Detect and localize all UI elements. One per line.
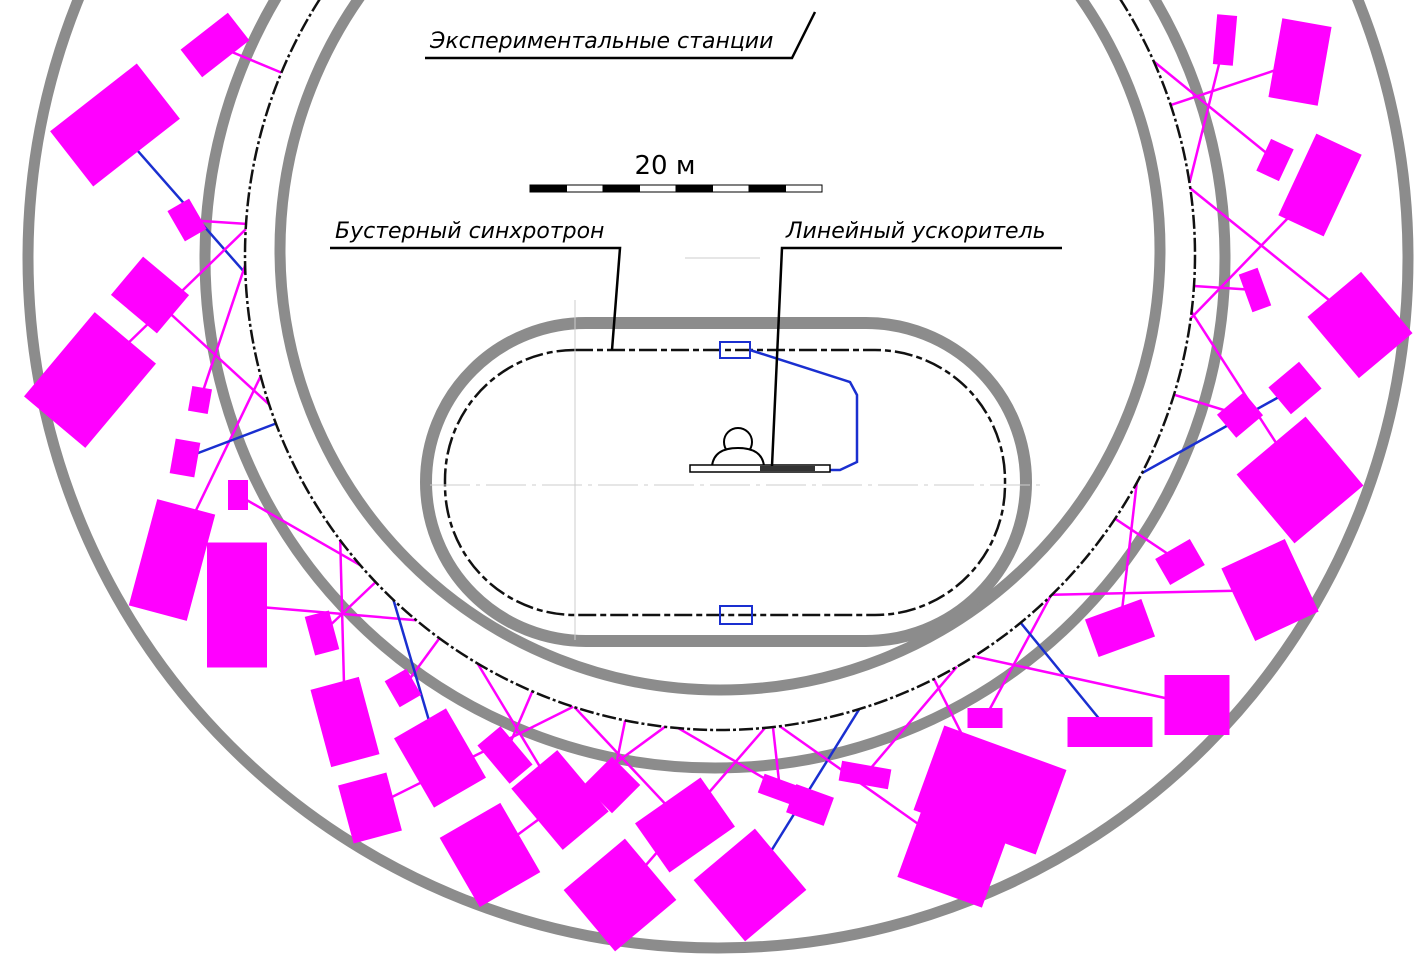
page: 20 м Экспериментальные станции Бустерный…	[0, 0, 1416, 962]
station-box	[228, 480, 248, 510]
scale-segment	[567, 185, 604, 192]
scale-segment	[640, 185, 677, 192]
station-box	[207, 543, 267, 668]
station-box	[1165, 675, 1230, 735]
scale-segment	[530, 185, 567, 192]
scale-segment	[786, 185, 823, 192]
label: Бустерный синхротрон	[335, 219, 604, 244]
scale-segment	[713, 185, 750, 192]
scale-segment	[749, 185, 786, 192]
scale-segment	[603, 185, 640, 192]
scale-segment	[676, 185, 713, 192]
label: Экспериментальные станции	[429, 29, 773, 54]
scale-bar	[530, 185, 822, 192]
station-box	[968, 708, 1003, 728]
station-box	[1068, 717, 1153, 747]
scale-label: 20 м	[635, 151, 696, 181]
linac-section	[760, 466, 815, 471]
station-box	[188, 386, 212, 414]
facility-diagram: 20 м Экспериментальные станции Бустерный…	[0, 0, 1416, 962]
label: Линейный ускоритель	[785, 219, 1046, 244]
